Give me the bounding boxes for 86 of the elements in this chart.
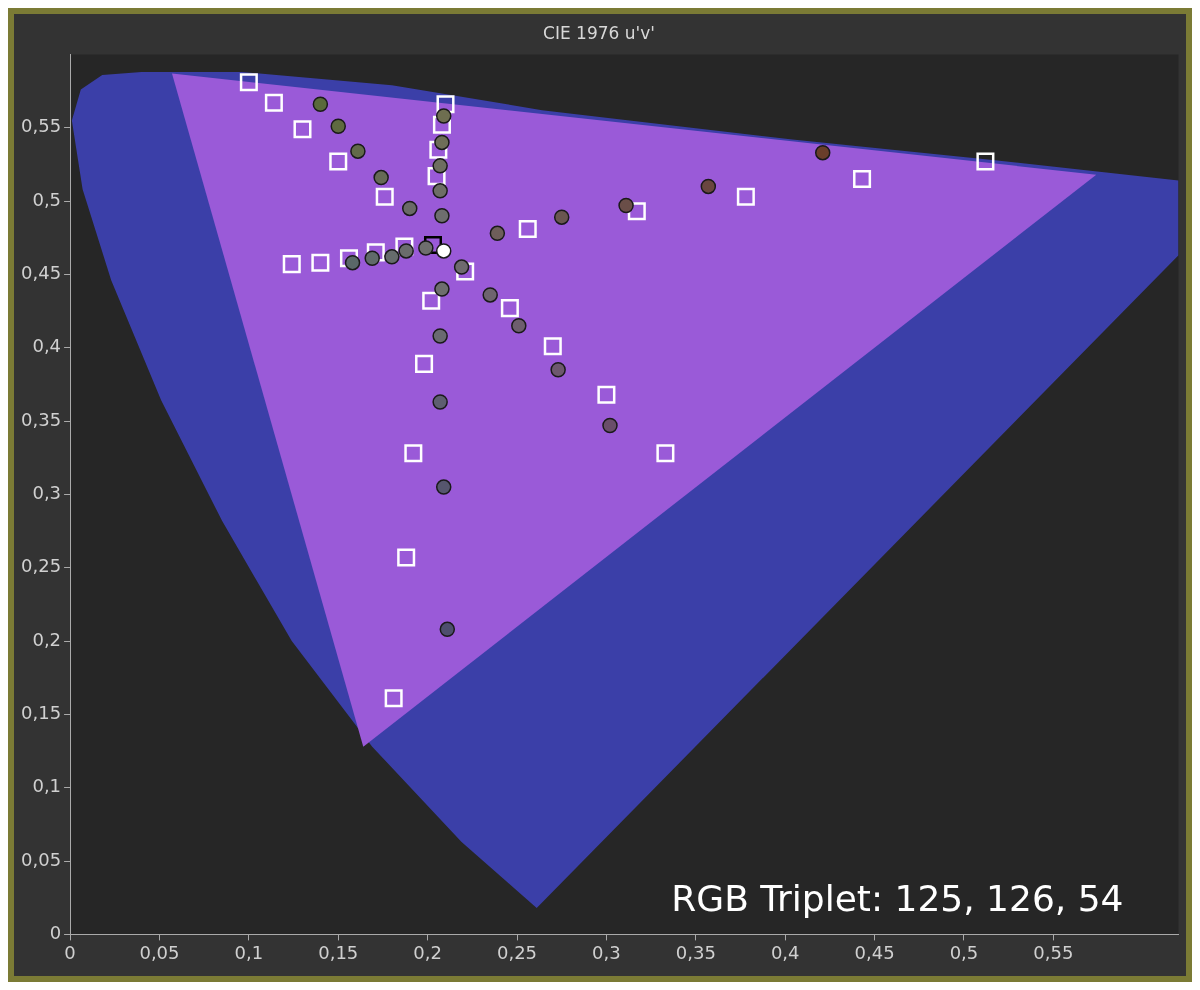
point — [432, 158, 448, 174]
point — [402, 200, 418, 217]
x-tick-label: 0,5 — [949, 941, 979, 963]
point — [432, 394, 448, 410]
x-tick-label: 0,35 — [675, 941, 716, 963]
point — [482, 287, 498, 303]
point — [489, 225, 506, 242]
point — [814, 144, 831, 161]
point — [415, 354, 434, 373]
point — [736, 187, 755, 206]
point — [312, 96, 329, 113]
point — [293, 120, 312, 139]
point — [264, 93, 283, 112]
point — [404, 444, 423, 463]
point — [398, 243, 414, 259]
point — [350, 143, 366, 159]
annotation: RGB Triplet: 125, 126, 54 — [671, 877, 1124, 919]
point — [550, 361, 566, 378]
point — [432, 328, 448, 344]
y-tick-label: 0,35 — [21, 408, 62, 430]
point — [435, 108, 452, 124]
point — [329, 152, 348, 171]
point — [375, 187, 394, 206]
x-tick-label: 0,55 — [1033, 941, 1074, 963]
point — [597, 385, 616, 404]
point — [453, 259, 470, 275]
point — [432, 115, 451, 134]
point — [422, 291, 441, 310]
point — [700, 178, 717, 195]
point — [435, 479, 452, 495]
x-tick-label: 0,4 — [770, 941, 800, 963]
point — [436, 95, 455, 114]
x-tick-label: 0,15 — [318, 941, 359, 963]
point — [627, 202, 646, 221]
point — [553, 209, 570, 225]
point — [511, 317, 527, 334]
point — [282, 255, 301, 274]
point — [432, 183, 448, 199]
point — [439, 621, 456, 638]
y-tick-label: 0,2 — [32, 628, 62, 650]
y-tick-label: 0,55 — [21, 115, 62, 137]
point — [976, 152, 995, 171]
y-tick-label: 0,1 — [32, 775, 62, 797]
point — [384, 249, 400, 265]
point — [434, 134, 450, 151]
point — [427, 167, 446, 186]
point — [311, 253, 330, 272]
point — [395, 237, 414, 256]
point — [366, 243, 385, 262]
y-tick-label: 0,3 — [32, 482, 62, 504]
y-tick-label: 0,4 — [32, 335, 62, 357]
point — [418, 240, 434, 256]
chart-title: CIE 1976 u'v' — [543, 22, 655, 43]
y-tick-label: 0,15 — [21, 702, 62, 724]
point — [543, 337, 562, 356]
point — [373, 169, 389, 186]
x-tick-label: 0,05 — [139, 941, 180, 963]
point — [518, 219, 537, 238]
point — [618, 197, 634, 214]
point — [434, 281, 450, 297]
point — [384, 689, 403, 708]
point — [456, 262, 475, 281]
point — [434, 207, 450, 224]
y-tick-label: 0,5 — [32, 188, 62, 210]
y-tick-label: 0,45 — [21, 262, 62, 284]
x-tick-label: 0,1 — [234, 941, 264, 963]
y-tick-label: 0,05 — [21, 848, 62, 870]
point — [602, 417, 618, 434]
point — [656, 444, 675, 463]
point — [330, 118, 346, 135]
x-tick-label: 0,2 — [413, 941, 442, 963]
y-tick-label: 0 — [49, 922, 62, 944]
point — [853, 170, 872, 189]
point — [423, 236, 443, 255]
x-tick-label: 0,3 — [592, 941, 621, 963]
point — [239, 73, 258, 92]
point — [500, 299, 519, 318]
point — [344, 254, 361, 271]
point — [364, 250, 380, 267]
x-tick-label: 0,25 — [496, 941, 538, 963]
point — [339, 249, 358, 268]
x-tick-label: 0 — [64, 941, 76, 963]
y-tick-label: 0,25 — [21, 555, 62, 577]
point — [429, 140, 448, 159]
point — [397, 548, 416, 567]
x-tick-label: 0,45 — [854, 941, 895, 963]
